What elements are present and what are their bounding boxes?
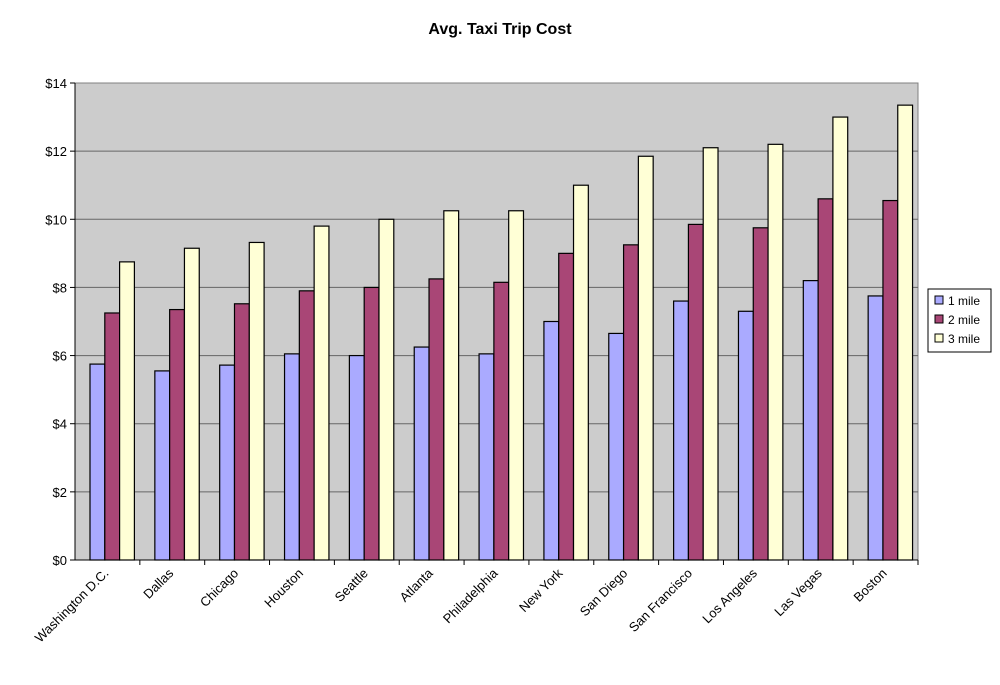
bar-3-mile xyxy=(897,104,914,561)
y-tick-label: $4 xyxy=(53,417,67,432)
bar-2-mile xyxy=(298,290,315,561)
bar-2-mile xyxy=(558,252,575,561)
chart-title: Avg. Taxi Trip Cost xyxy=(428,21,572,38)
x-tick-label: Seattle xyxy=(332,566,371,605)
legend-label: 1 mile xyxy=(948,294,980,308)
bar-3-mile xyxy=(832,116,849,561)
bar-2-mile xyxy=(687,223,704,561)
legend-swatch xyxy=(934,333,944,343)
bar-2-mile xyxy=(428,278,445,561)
bar-3-mile xyxy=(637,155,654,561)
bar-1-mile xyxy=(802,280,819,561)
bar-3-mile xyxy=(702,147,719,561)
y-tick-label: $10 xyxy=(45,212,67,227)
bar-3-mile xyxy=(378,218,395,561)
x-tick-label: Boston xyxy=(850,566,889,605)
bar-3-mile xyxy=(443,210,460,561)
bar-2-mile xyxy=(169,308,186,561)
bar-1-mile xyxy=(478,353,495,561)
bar-1-mile xyxy=(89,363,106,561)
bar-1-mile xyxy=(673,300,690,561)
x-tick-label: Atlanta xyxy=(397,565,437,605)
bar-1-mile xyxy=(543,320,560,561)
bar-2-mile xyxy=(752,227,769,561)
x-tick-label: Los Angeles xyxy=(699,565,760,626)
bar-2-mile xyxy=(493,281,510,561)
x-tick-label: San Diego xyxy=(577,566,631,620)
bar-3-mile xyxy=(183,247,200,561)
legend-label: 3 mile xyxy=(948,332,980,346)
legend: 1 mile 2 mile 3 mile xyxy=(927,288,992,353)
bar-3-mile xyxy=(248,241,265,561)
y-tick-label: $8 xyxy=(53,280,67,295)
y-tick-label: $0 xyxy=(53,553,67,568)
x-tick-label: Washington D.C. xyxy=(32,566,112,646)
bar-1-mile xyxy=(154,370,171,561)
bar-2-mile xyxy=(363,286,380,561)
x-tick-label: Dallas xyxy=(140,565,177,602)
legend-label: 2 mile xyxy=(948,313,980,327)
bar-2-mile xyxy=(882,199,899,561)
bar-1-mile xyxy=(283,353,300,561)
bar-2-mile xyxy=(817,198,834,561)
y-tick-label: $2 xyxy=(53,485,67,500)
bar-1-mile xyxy=(737,310,754,561)
x-tick-label: Philadelphia xyxy=(440,565,501,626)
bar-3-mile xyxy=(118,261,135,561)
bar-1-mile xyxy=(413,346,430,561)
y-tick-label: $6 xyxy=(53,349,67,364)
x-tick-label: New York xyxy=(516,565,566,615)
bar-2-mile xyxy=(622,244,639,561)
bar-1-mile xyxy=(219,364,236,561)
bar-3-mile xyxy=(508,210,525,561)
bar-1-mile xyxy=(867,295,884,561)
bar-2-mile xyxy=(233,303,250,561)
bar-3-mile xyxy=(313,225,330,561)
y-tick-label: $14 xyxy=(45,76,67,91)
bar-3-mile xyxy=(572,184,589,561)
legend-swatch xyxy=(934,295,944,305)
y-tick-label: $12 xyxy=(45,144,67,159)
x-tick-label: San Francisco xyxy=(626,566,695,635)
bar-1-mile xyxy=(348,354,365,561)
bar-2-mile xyxy=(104,312,121,561)
bar-1-mile xyxy=(608,332,625,561)
legend-swatch xyxy=(934,314,944,324)
x-tick-label: Chicago xyxy=(197,566,241,610)
x-tick-label: Houston xyxy=(261,566,306,611)
bar-3-mile xyxy=(767,143,784,561)
x-tick-label: Las Vegas xyxy=(771,565,825,619)
